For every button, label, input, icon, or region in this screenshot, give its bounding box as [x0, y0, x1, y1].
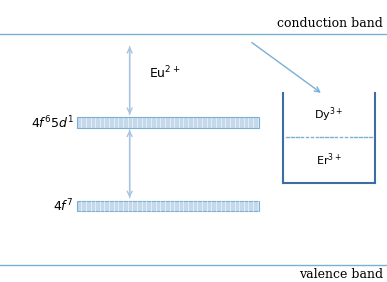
Text: $4f^65d^1$: $4f^65d^1$	[31, 114, 74, 131]
Text: $4f^7$: $4f^7$	[53, 198, 74, 214]
Text: Eu$^{2+}$: Eu$^{2+}$	[149, 64, 181, 81]
Text: valence band: valence band	[299, 268, 383, 281]
Text: conduction band: conduction band	[277, 17, 383, 30]
Bar	[77, 201, 259, 211]
Text: Er$^{3+}$: Er$^{3+}$	[316, 152, 342, 168]
Bar	[77, 117, 259, 128]
Text: Dy$^{3+}$: Dy$^{3+}$	[314, 106, 344, 124]
